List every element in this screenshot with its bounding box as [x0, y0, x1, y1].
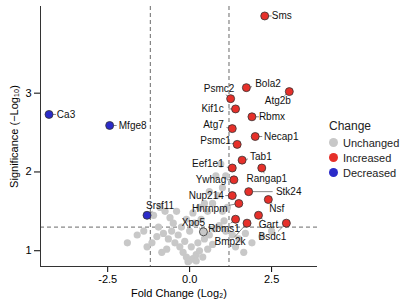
svg-text:Necap1: Necap1 — [264, 131, 299, 142]
svg-text:Rbmx: Rbmx — [259, 111, 285, 122]
svg-text:-2.5: -2.5 — [98, 273, 117, 285]
svg-text:0.0: 0.0 — [182, 273, 197, 285]
svg-text:Ywhag: Ywhag — [196, 174, 227, 185]
svg-text:3: 3 — [25, 87, 31, 99]
svg-text:Ca3: Ca3 — [57, 109, 76, 120]
html-text:Change: Change — [329, 118, 371, 133]
svg-text:Xpo5: Xpo5 — [182, 217, 206, 228]
svg-text:Sms: Sms — [272, 10, 292, 21]
svg-text:1: 1 — [25, 244, 31, 256]
svg-text:Bsdc1: Bsdc1 — [258, 231, 286, 242]
svg-text:2.5: 2.5 — [264, 273, 279, 285]
html-text:Unchanged: Unchanged — [343, 136, 400, 149]
svg-text:Gart: Gart — [259, 219, 279, 230]
svg-text:Stk24: Stk24 — [276, 186, 302, 197]
svg-text:Bmp2k: Bmp2k — [214, 236, 246, 247]
svg-text:Mfge8: Mfge8 — [119, 120, 147, 131]
svg-text:Atg2b: Atg2b — [265, 95, 292, 106]
svg-text:Hnrnpm: Hnrnpm — [192, 203, 228, 214]
svg-text:Bola2: Bola2 — [255, 78, 281, 89]
svg-text:Tab1: Tab1 — [250, 151, 272, 162]
html-text:Decreased: Decreased — [343, 166, 397, 179]
svg-text:Atg7: Atg7 — [203, 119, 224, 130]
html-text:Increased: Increased — [343, 151, 392, 164]
svg-text:Nup214: Nup214 — [189, 190, 224, 201]
svg-text:Significance (−Log₁₀): Significance (−Log₁₀) — [8, 85, 20, 188]
svg-text:Srsf11: Srsf11 — [146, 200, 175, 211]
svg-text:Psmc2: Psmc2 — [204, 83, 235, 94]
svg-text:Psmc1: Psmc1 — [200, 135, 231, 146]
svg-text:2: 2 — [25, 165, 31, 177]
svg-text:Nsf: Nsf — [269, 203, 284, 214]
svg-text:Rangap1: Rangap1 — [247, 173, 288, 184]
svg-text:Kif1c: Kif1c — [201, 103, 223, 114]
svg-text:Fold Change (Log₂): Fold Change (Log₂) — [131, 287, 227, 299]
svg-text:Rbms1: Rbms1 — [208, 223, 240, 234]
svg-text:Eef1e1: Eef1e1 — [192, 158, 224, 169]
